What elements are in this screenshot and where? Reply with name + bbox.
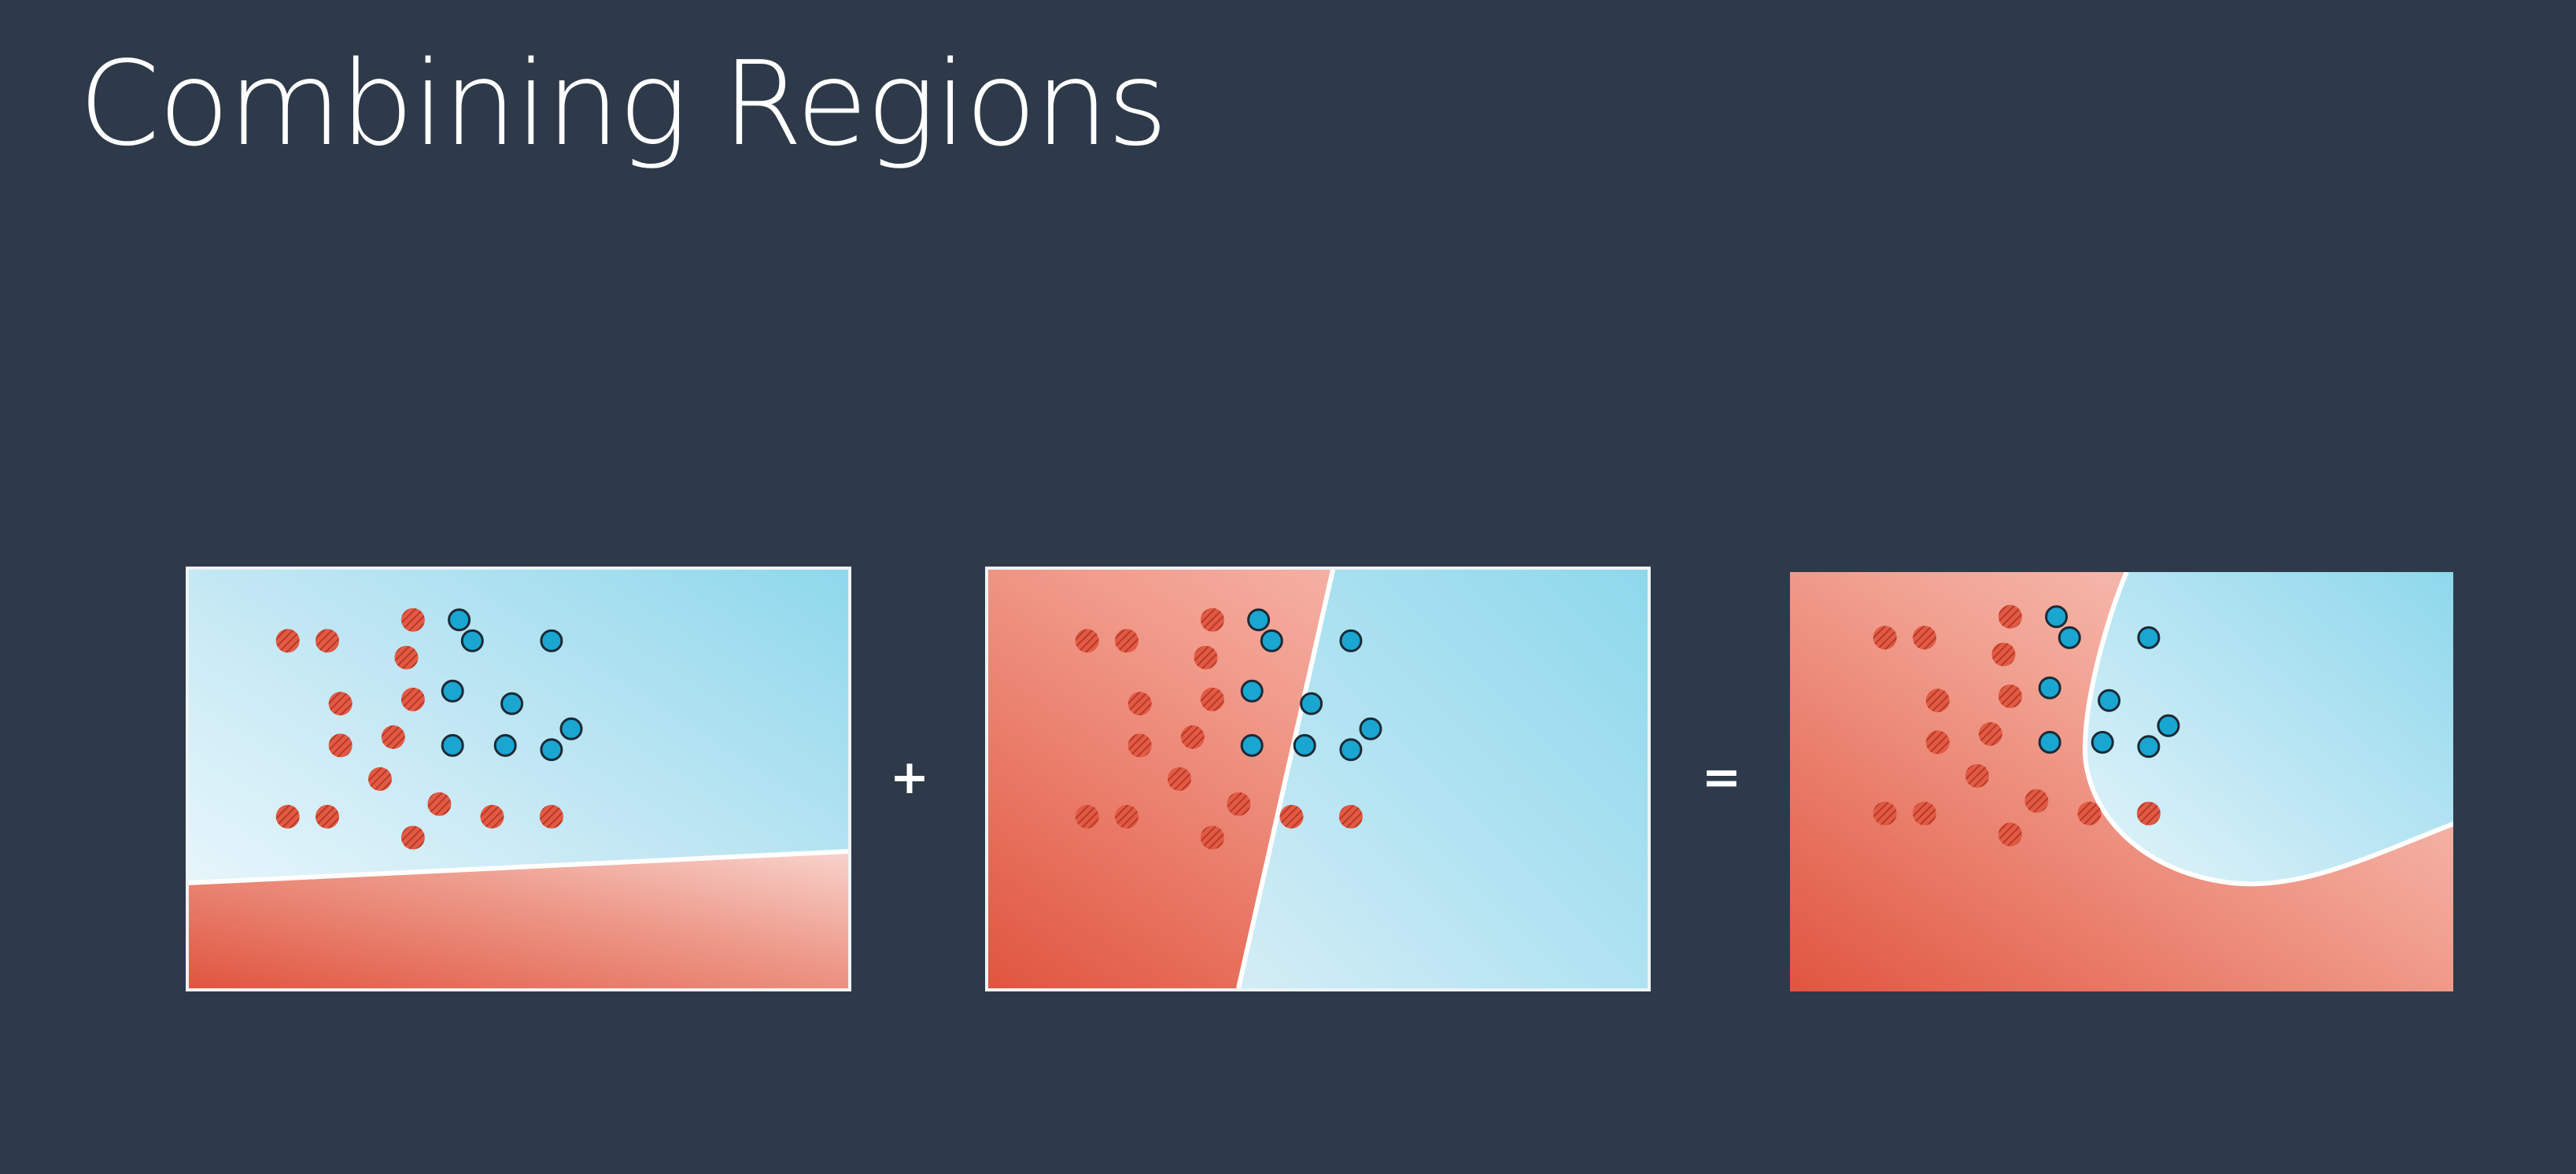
red-data-point bbox=[1913, 626, 1936, 650]
red-data-point bbox=[1227, 792, 1251, 816]
red-data-point bbox=[1998, 684, 2022, 708]
red-data-point bbox=[1194, 645, 1218, 670]
blue-data-point bbox=[559, 717, 583, 740]
blue-data-point bbox=[2098, 689, 2121, 712]
red-data-point bbox=[1200, 825, 1224, 850]
red-data-point bbox=[400, 825, 425, 850]
blue-data-point bbox=[441, 679, 464, 703]
red-data-point bbox=[2077, 801, 2102, 825]
red-region bbox=[189, 851, 848, 988]
red-data-point bbox=[400, 607, 425, 632]
red-data-point bbox=[328, 733, 352, 758]
blue-data-point bbox=[1240, 733, 1264, 757]
blue-data-point bbox=[448, 608, 471, 632]
blue-region bbox=[2085, 572, 2453, 884]
decision-boundary bbox=[2082, 572, 2453, 887]
blue-region bbox=[1238, 570, 1648, 988]
blue-data-point bbox=[540, 629, 563, 652]
red-data-point bbox=[1965, 764, 1989, 788]
blue-data-point bbox=[2057, 626, 2081, 649]
region-plot bbox=[189, 570, 848, 988]
red-data-point bbox=[1180, 725, 1205, 749]
red-data-point bbox=[1991, 642, 2016, 666]
red-data-point bbox=[1338, 804, 1363, 829]
decision-boundary bbox=[1236, 570, 1335, 988]
equals-operator: = bbox=[1701, 750, 1742, 805]
red-data-point bbox=[2136, 801, 2161, 825]
blue-data-point bbox=[1247, 608, 1271, 632]
blue-data-point bbox=[1339, 629, 1363, 652]
red-data-point bbox=[394, 645, 419, 670]
red-data-point bbox=[1115, 804, 1139, 829]
red-data-point bbox=[1873, 801, 1897, 825]
red-data-point bbox=[1200, 687, 1224, 711]
red-data-point bbox=[1925, 730, 1950, 755]
plus-operator: + bbox=[889, 750, 930, 805]
red-data-point bbox=[316, 804, 339, 829]
blue-data-point bbox=[1240, 679, 1264, 703]
blue-data-point bbox=[500, 692, 524, 715]
red-data-point bbox=[400, 687, 425, 711]
region-plot bbox=[1790, 572, 2453, 991]
red-data-point bbox=[1998, 604, 2022, 629]
red-data-point bbox=[316, 629, 339, 653]
blue-data-point bbox=[1359, 717, 1382, 740]
blue-data-point bbox=[1339, 738, 1363, 762]
blue-data-point bbox=[1260, 629, 1283, 652]
red-data-point bbox=[480, 804, 504, 829]
region-plot bbox=[988, 570, 1648, 988]
red-data-point bbox=[2024, 788, 2049, 813]
slide-title: Combining Regions bbox=[79, 36, 1168, 172]
red-data-point bbox=[1115, 629, 1139, 653]
red-data-point bbox=[1127, 733, 1152, 758]
red-data-point bbox=[1279, 804, 1304, 829]
linear-model-horizontal-panel bbox=[186, 567, 851, 991]
red-data-point bbox=[1127, 692, 1152, 716]
red-data-point bbox=[1200, 607, 1224, 632]
red-data-point bbox=[1075, 804, 1099, 829]
red-data-point bbox=[1998, 822, 2022, 847]
blue-data-point bbox=[2038, 730, 2061, 754]
blue-data-point bbox=[460, 629, 484, 652]
blue-data-point bbox=[2045, 605, 2069, 629]
blue-data-point bbox=[2091, 730, 2114, 754]
red-data-point bbox=[381, 725, 405, 749]
red-data-point bbox=[539, 804, 563, 829]
red-data-point bbox=[1978, 722, 2002, 746]
red-data-point bbox=[427, 792, 452, 816]
blue-data-point bbox=[540, 738, 563, 762]
red-data-point bbox=[1873, 626, 1897, 650]
red-data-point bbox=[328, 692, 352, 716]
blue-data-point bbox=[441, 733, 464, 757]
blue-data-point bbox=[1300, 692, 1323, 715]
blue-data-point bbox=[2038, 676, 2061, 700]
red-data-point bbox=[368, 767, 392, 791]
red-data-point bbox=[1075, 629, 1099, 653]
blue-data-point bbox=[1293, 733, 1316, 757]
red-data-point bbox=[275, 804, 300, 829]
decision-boundary bbox=[189, 849, 848, 885]
combined-nonlinear-panel bbox=[1790, 572, 2453, 991]
red-data-point bbox=[1168, 767, 1191, 791]
blue-data-point bbox=[2137, 626, 2161, 649]
blue-data-point bbox=[493, 733, 517, 757]
linear-model-vertical-panel bbox=[985, 567, 1651, 991]
blue-data-point bbox=[2157, 714, 2180, 737]
red-data-point bbox=[1925, 689, 1950, 713]
red-data-point bbox=[1913, 801, 1936, 825]
red-data-point bbox=[275, 629, 300, 653]
blue-data-point bbox=[2137, 735, 2161, 759]
